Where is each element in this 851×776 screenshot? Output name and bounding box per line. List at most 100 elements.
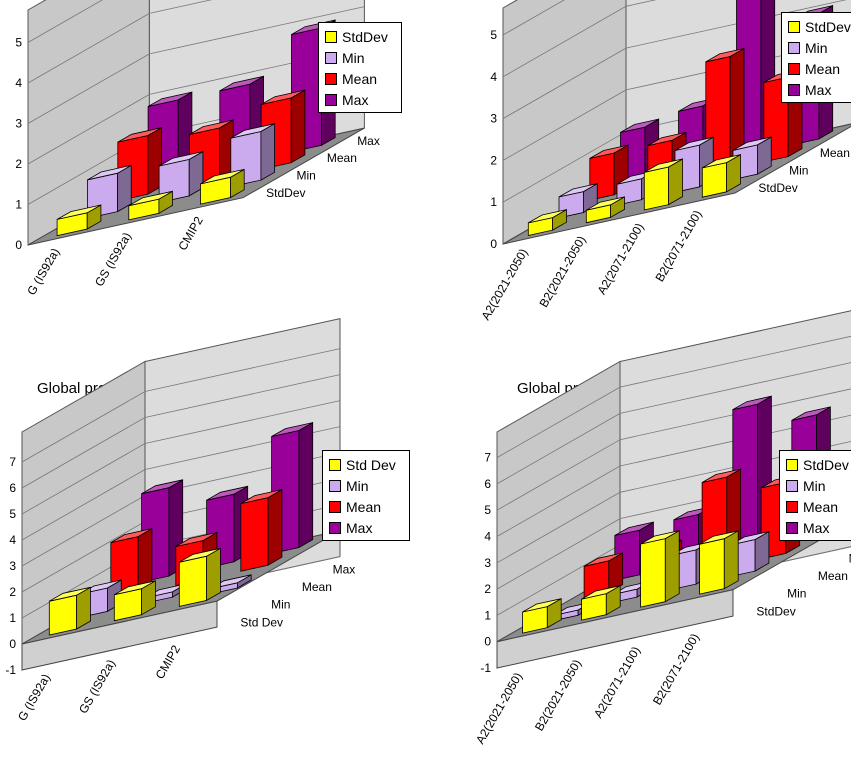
- y-tick-label: 2: [484, 582, 491, 596]
- bar-stddev-2: [581, 585, 621, 621]
- bar-stddev-3: [640, 529, 680, 608]
- y-tick-label: 4: [9, 533, 16, 547]
- category-label: A2(2071-2100): [591, 644, 643, 720]
- bar-face: [147, 91, 193, 107]
- bar-face: [640, 530, 680, 545]
- bar-face: [640, 538, 666, 608]
- gridline: [502, 40, 851, 161]
- y-tick-label: 3: [15, 117, 22, 131]
- y-tick-label: 1: [9, 611, 16, 625]
- category-label: CMIP2: [153, 642, 184, 681]
- legend-item-mean: Mean: [325, 68, 395, 89]
- bar-stddev-3: [178, 547, 221, 607]
- y-tick-label: 0: [484, 635, 491, 649]
- bar-face: [230, 123, 275, 139]
- legend-item-min: Min: [786, 475, 851, 496]
- category-label: B2(2071-2100): [652, 208, 704, 284]
- bar-face: [267, 488, 283, 566]
- gridline: [496, 414, 851, 537]
- bar-face: [219, 75, 264, 92]
- bar-stddev-2: [113, 580, 156, 622]
- bar-face: [298, 421, 314, 549]
- bar-face: [240, 489, 283, 504]
- depth-label: Min: [787, 587, 806, 601]
- category-label: CMIP2: [175, 214, 206, 253]
- legend-swatch: [786, 500, 798, 513]
- y-tick-label: 6: [9, 481, 16, 495]
- bar-stddev-3: [643, 158, 683, 211]
- category-label: GS (IS92a): [92, 230, 134, 289]
- legend-swatch: [788, 62, 800, 75]
- y-tick-label: 6: [484, 477, 491, 491]
- bar-face: [158, 151, 204, 167]
- legend-item-min: Min: [325, 47, 395, 68]
- y-tick-label: 2: [15, 157, 22, 171]
- legend-label: Mean: [342, 70, 378, 87]
- depth-label: Mean: [302, 580, 332, 594]
- y-tick-label: 5: [15, 36, 22, 50]
- gridline: [27, 6, 365, 124]
- legend-label: StdDev: [803, 456, 849, 473]
- legend-label: Min: [342, 49, 365, 66]
- legend-item-max: Max: [786, 517, 851, 538]
- bar-face: [206, 485, 248, 501]
- y-tick-label: 1: [15, 198, 22, 212]
- y-tick-label: 2: [490, 153, 497, 167]
- legend-swatch: [786, 479, 798, 492]
- bar-stddev-3: [200, 168, 245, 205]
- bar-face: [702, 154, 741, 169]
- depth-label: Mean: [820, 146, 850, 160]
- bar-face: [48, 594, 77, 636]
- bar-face: [732, 136, 772, 151]
- chart-panel-3: Global precipitation change (%) -1012345…: [0, 317, 425, 776]
- bar-face: [620, 118, 659, 133]
- legend-label: Max: [346, 519, 373, 536]
- legend-swatch: [325, 51, 337, 64]
- legend-item-stddev: StdDev: [325, 26, 395, 47]
- legend-item-mean: Mean: [786, 496, 851, 517]
- legend-label: Min: [803, 477, 826, 494]
- y-tick-label: -1: [480, 661, 491, 675]
- y-tick-label: 3: [484, 556, 491, 570]
- chart-2-legend: StdDev Min Mean Max: [781, 12, 851, 103]
- legend-item-mean: Mean: [329, 496, 403, 517]
- legend-swatch: [788, 83, 800, 96]
- depth-label: Mean: [818, 569, 848, 583]
- bar-stddev-1: [56, 204, 102, 237]
- bar-face: [581, 585, 621, 600]
- bar-face: [589, 144, 629, 159]
- category-label: A2(2021-2050): [478, 246, 530, 322]
- bar-face: [586, 196, 625, 211]
- bar-face: [179, 547, 221, 563]
- depth-label: StdDev: [756, 604, 795, 618]
- legend-label: Max: [342, 91, 369, 108]
- gridline: [27, 0, 213, 84]
- gridline: [21, 400, 341, 515]
- bar-face: [189, 119, 234, 135]
- bar-face: [260, 89, 306, 105]
- gridline: [496, 441, 851, 564]
- y-tick-label: 2: [9, 585, 16, 599]
- bar-face: [647, 132, 687, 146]
- bar-face: [674, 136, 714, 151]
- legend-swatch: [788, 20, 800, 33]
- bar-face: [178, 555, 208, 607]
- bar-stddev-2: [585, 196, 625, 224]
- bar-face: [705, 48, 745, 63]
- legend-label: Max: [805, 81, 832, 98]
- legend-item-min: Min: [329, 475, 403, 496]
- gridline: [21, 348, 341, 463]
- legend-swatch: [329, 521, 341, 534]
- legend-label: StdDev: [342, 28, 388, 45]
- bar-face: [141, 479, 183, 495]
- chart-3-legend: Std Dev Min Mean Max: [322, 450, 410, 541]
- bar-face: [643, 166, 670, 211]
- category-label: A2(2071-2100): [594, 221, 646, 297]
- legend-swatch: [788, 41, 800, 54]
- legend-item-stddev: StdDev: [788, 16, 851, 37]
- depth-label: Max: [849, 551, 851, 565]
- bar-stddev-1: [522, 598, 562, 634]
- legend-swatch: [325, 72, 337, 85]
- depth-label: Std Dev: [240, 615, 283, 629]
- y-tick-label: 7: [9, 455, 16, 469]
